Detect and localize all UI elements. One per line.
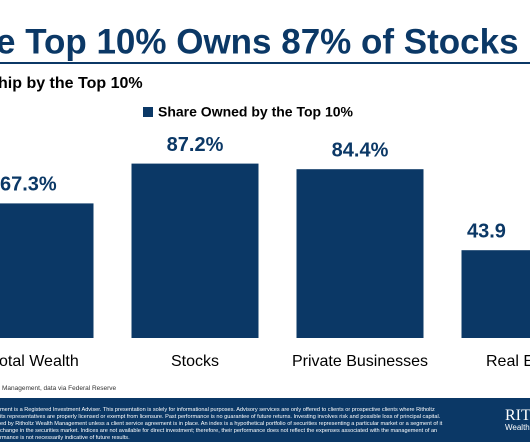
- bar: [131, 163, 259, 338]
- disclaimer-line: change in the securities market. Indices…: [0, 428, 437, 434]
- x-tick-label: Private Businesses: [292, 353, 428, 370]
- logo-sub: Wealth: [505, 423, 530, 432]
- legend-swatch: [143, 107, 153, 117]
- bar: [296, 169, 424, 338]
- bar: [0, 203, 94, 338]
- x-tick-label: otal Wealth: [0, 353, 79, 370]
- disclaimer-line: ment is a Registered Investment Adviser.…: [0, 407, 435, 413]
- value-label: 43.9: [467, 220, 506, 242]
- value-label: 87.2%: [167, 134, 224, 156]
- disclaimer-line: its representatives are properly license…: [0, 414, 441, 420]
- source-note: Management, data via Federal Reserve: [2, 385, 117, 392]
- x-tick-label: Real E: [486, 353, 530, 370]
- chart-title: e Top 10% Owns 87% of Stocks: [0, 22, 519, 61]
- chart-subtitle: hip by the Top 10%: [0, 75, 143, 92]
- value-label: 67.3%: [0, 174, 57, 196]
- logo-main: RIT: [505, 407, 530, 424]
- disclaimer-line: rmance is not necessarily indicative of …: [0, 435, 130, 441]
- title-rule: [0, 62, 530, 64]
- x-tick-label: Stocks: [171, 353, 219, 370]
- bar: [461, 250, 530, 338]
- legend-label: Share Owned by the Top 10%: [158, 104, 354, 120]
- value-label: 84.4%: [332, 139, 389, 161]
- footer-band: [0, 398, 530, 442]
- disclaimer-line: ed by Ritholtz Wealth Management unless …: [0, 421, 443, 427]
